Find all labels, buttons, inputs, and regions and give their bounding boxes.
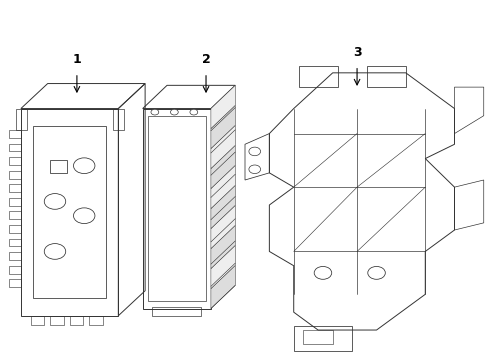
Bar bbox=[33, 126, 106, 298]
Bar bbox=[9, 144, 21, 152]
Bar bbox=[21, 109, 118, 316]
Circle shape bbox=[151, 109, 159, 115]
Polygon shape bbox=[211, 265, 235, 309]
Bar bbox=[9, 266, 21, 274]
Bar bbox=[303, 330, 333, 344]
Polygon shape bbox=[211, 165, 235, 208]
Circle shape bbox=[190, 109, 198, 115]
Bar bbox=[9, 211, 21, 219]
Bar bbox=[147, 116, 206, 301]
Bar bbox=[298, 66, 338, 87]
Bar bbox=[9, 130, 21, 138]
Bar bbox=[9, 239, 21, 247]
Bar bbox=[9, 157, 21, 165]
Polygon shape bbox=[211, 105, 235, 149]
Polygon shape bbox=[211, 225, 235, 269]
Polygon shape bbox=[211, 85, 235, 129]
Bar bbox=[50, 160, 67, 173]
Bar bbox=[9, 171, 21, 179]
Bar bbox=[143, 109, 211, 309]
Bar bbox=[50, 316, 64, 325]
Text: 3: 3 bbox=[353, 46, 361, 59]
Bar bbox=[16, 109, 27, 130]
Text: 2: 2 bbox=[202, 53, 210, 66]
Bar bbox=[9, 279, 21, 287]
Polygon shape bbox=[211, 205, 235, 249]
Bar bbox=[294, 327, 352, 351]
Polygon shape bbox=[211, 145, 235, 189]
Bar bbox=[9, 184, 21, 192]
Bar bbox=[9, 252, 21, 260]
Bar bbox=[89, 316, 103, 325]
Bar bbox=[152, 307, 201, 316]
Bar bbox=[367, 66, 406, 87]
Bar bbox=[30, 316, 44, 325]
Bar bbox=[9, 198, 21, 206]
Text: 1: 1 bbox=[73, 53, 81, 66]
Bar bbox=[9, 225, 21, 233]
Bar bbox=[114, 109, 124, 130]
Polygon shape bbox=[211, 125, 235, 168]
Polygon shape bbox=[211, 185, 235, 229]
Circle shape bbox=[171, 109, 178, 115]
Polygon shape bbox=[211, 246, 235, 289]
Bar bbox=[70, 316, 83, 325]
